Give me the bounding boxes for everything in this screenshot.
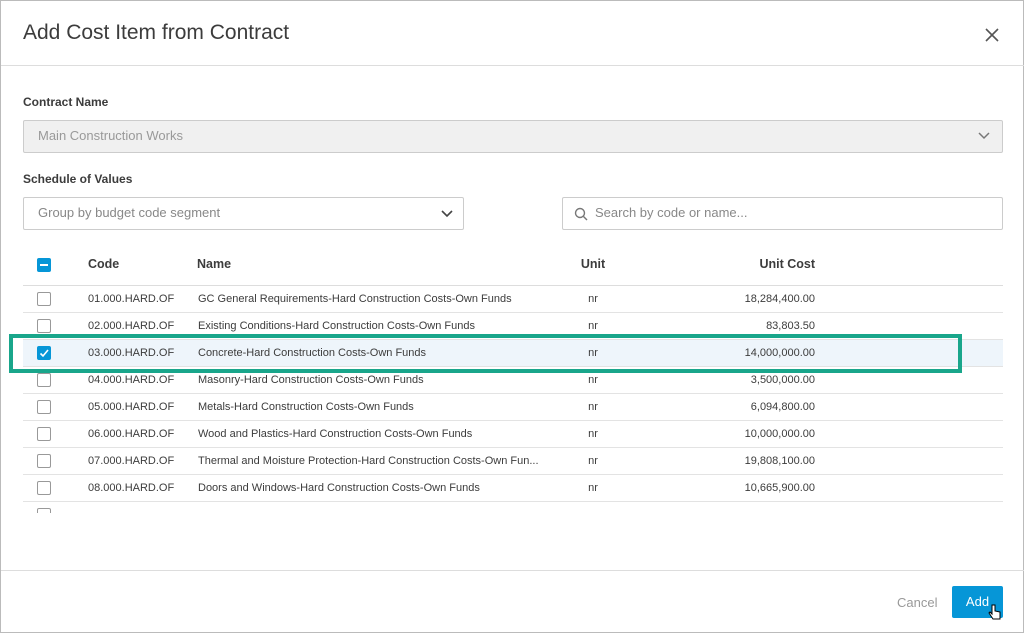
cell-name: Thermal and Moisture Protection-Hard Con…: [198, 455, 539, 467]
cell-code: 01.000.HARD.OF: [88, 293, 175, 305]
chevron: [978, 132, 990, 140]
cell-unit: nr: [588, 455, 598, 467]
cell-unit: nr: [588, 347, 598, 359]
cell-unit: nr: [588, 320, 598, 332]
cell-code: 04.000.HARD.OF: [88, 374, 175, 386]
cell-cost: 10,665,900.00: [744, 482, 815, 494]
cell-cost: 14,000,000.00: [744, 347, 815, 359]
cell-name: Existing Conditions-Hard Construction Co…: [198, 320, 475, 332]
row-checkbox[interactable]: [37, 427, 51, 441]
search-icon: [574, 207, 588, 221]
header-name: Name: [197, 257, 232, 271]
row-checkbox[interactable]: [37, 454, 51, 468]
header-cost: Unit Cost: [759, 257, 815, 271]
contract-label: Contract Name: [23, 95, 109, 109]
table-body: 01.000.HARD.OF GC General Requirements-Ha…: [1, 286, 1024, 513]
highlight-box: [9, 334, 962, 373]
cell-cost: 83,803.50: [766, 320, 815, 332]
row-checkbox[interactable]: [37, 481, 51, 495]
select-all-checkbox[interactable]: [37, 258, 51, 272]
row-checkbox[interactable]: [37, 373, 51, 387]
cell-name: GC General Requirements-Hard Constructio…: [198, 293, 512, 305]
cell-unit: nr: [588, 482, 598, 494]
cell-cost: 10,000,000.00: [744, 428, 815, 440]
cell-unit: nr: [588, 293, 598, 305]
schedule-label: Schedule of Values: [23, 172, 133, 186]
cell-code: 02.000.HARD.OF: [88, 320, 175, 332]
cell-cost: 6,094,800.00: [750, 401, 815, 413]
divider: [1, 65, 1024, 66]
search-placeholder: Search by code or name...: [595, 205, 748, 220]
dialog-title: Add Cost Item from Contract: [23, 21, 290, 44]
cell-name: Metals-Hard Construction Costs-Own Funds: [198, 401, 414, 413]
table-row: 04.000.HARD.OF Masonry-Hard Construction …: [23, 367, 1003, 394]
cell-name: Doors and Windows-Hard Construction Cost…: [198, 482, 480, 494]
group-select[interactable]: Group by budget code segment: [23, 197, 464, 230]
table-row: 03.000.HARD.OF Concrete-Hard Construction…: [23, 340, 1003, 367]
row-checkbox[interactable]: [37, 319, 51, 333]
table-row: 08.000.HARD.OF Doors and Windows-Hard Con…: [23, 475, 1003, 502]
table-row: 02.000.HARD.OF Existing Conditions-Hard C…: [23, 313, 1003, 340]
cursor: [988, 604, 1001, 620]
cell-code: 07.000.HARD.OF: [88, 455, 175, 467]
clipped-row: [23, 502, 1003, 513]
contract-value: Main Construction Works: [38, 128, 183, 143]
cancel-button[interactable]: Cancel: [897, 595, 938, 610]
cell-name: Masonry-Hard Construction Costs-Own Fund…: [198, 374, 424, 386]
table-row: 06.000.HARD.OF Wood and Plastics-Hard Con…: [23, 421, 1003, 448]
header-unit: Unit: [580, 257, 606, 271]
chevron: [441, 210, 453, 218]
table-row: 01.000.HARD.OF GC General Requirements-Ha…: [23, 286, 1003, 313]
table-row: 05.000.HARD.OF Metals-Hard Construction C…: [23, 394, 1003, 421]
row-checkbox[interactable]: [37, 400, 51, 414]
table-row: 07.000.HARD.OF Thermal and Moisture Prote…: [23, 448, 1003, 475]
header-code: Code: [88, 257, 120, 271]
check-mark: [39, 349, 49, 358]
contract-select[interactable]: Main Construction Works: [23, 120, 1003, 153]
group-placeholder: Group by budget code segment: [38, 205, 221, 220]
search-input[interactable]: Search by code or name...: [562, 197, 1003, 230]
cell-cost: 3,500,000.00: [750, 374, 815, 386]
divider: [23, 285, 1003, 286]
cell-name: Concrete-Hard Construction Costs-Own Fun…: [198, 347, 427, 359]
row-checkbox[interactable]: [37, 346, 51, 360]
cell-name: Wood and Plastics-Hard Construction Cost…: [198, 428, 473, 440]
cell-cost: 18,284,400.00: [744, 293, 815, 305]
cell-unit: nr: [588, 374, 598, 386]
close-button[interactable]: [984, 27, 1000, 43]
cell-code: 05.000.HARD.OF: [88, 401, 175, 413]
cell-code: 08.000.HARD.OF: [88, 482, 175, 494]
divider: [1, 570, 1024, 571]
cell-code: 03.000.HARD.OF: [88, 347, 175, 359]
cell-unit: nr: [588, 401, 598, 413]
cell-unit: nr: [588, 428, 598, 440]
row-checkbox[interactable]: [37, 292, 51, 306]
cell-cost: 19,808,100.00: [744, 455, 815, 467]
cell-code: 06.000.HARD.OF: [88, 428, 175, 440]
